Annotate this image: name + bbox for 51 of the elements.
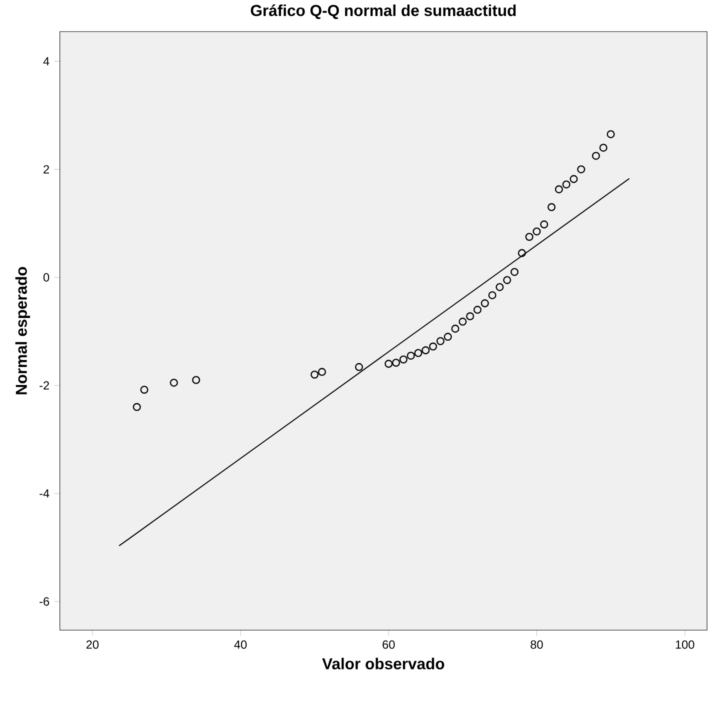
point (399, 355, 408, 364)
x-tick-label: 40 (234, 640, 247, 649)
point (451, 324, 460, 333)
point (355, 362, 364, 371)
point (518, 248, 526, 257)
point (132, 402, 141, 411)
point (466, 312, 474, 320)
point (606, 130, 615, 138)
y-tick-label: -6 (40, 597, 50, 606)
point (406, 352, 415, 360)
x-tick-label: 100 (676, 640, 694, 649)
point (599, 144, 608, 152)
point (192, 376, 200, 384)
point (532, 227, 541, 236)
point (310, 370, 319, 379)
point (392, 358, 400, 367)
x-axis-title: Valor observado (322, 658, 444, 670)
point (480, 299, 489, 308)
point (503, 276, 512, 284)
point (458, 318, 467, 326)
point (422, 346, 430, 354)
point (525, 232, 534, 241)
x-tick-label: 80 (530, 640, 543, 649)
y-tick-label: 4 (43, 57, 50, 66)
point (444, 332, 452, 341)
chart-title: Gráfico Q-Q normal de sumaactitud (250, 4, 516, 19)
point (548, 203, 556, 212)
y-tick-label: -4 (40, 489, 50, 498)
point (496, 282, 504, 292)
x-tick-label: 20 (86, 640, 99, 649)
point (570, 174, 578, 183)
y-tick-label: -2 (40, 381, 49, 390)
point (488, 291, 496, 300)
point (318, 368, 326, 376)
y-axis-title: Normal esperado (15, 266, 30, 394)
point (414, 348, 422, 357)
point (140, 386, 148, 394)
point (384, 360, 393, 368)
x-tick-label: 60 (382, 640, 395, 649)
point (170, 378, 178, 387)
point (436, 337, 444, 346)
y-tick-label: 0 (43, 273, 50, 282)
y-tick-label: 2 (44, 165, 49, 174)
point (510, 268, 519, 276)
point (577, 165, 586, 174)
point (473, 306, 482, 314)
point (592, 152, 600, 160)
point (554, 185, 563, 194)
point (429, 342, 438, 350)
point (562, 180, 570, 188)
point (540, 220, 548, 228)
